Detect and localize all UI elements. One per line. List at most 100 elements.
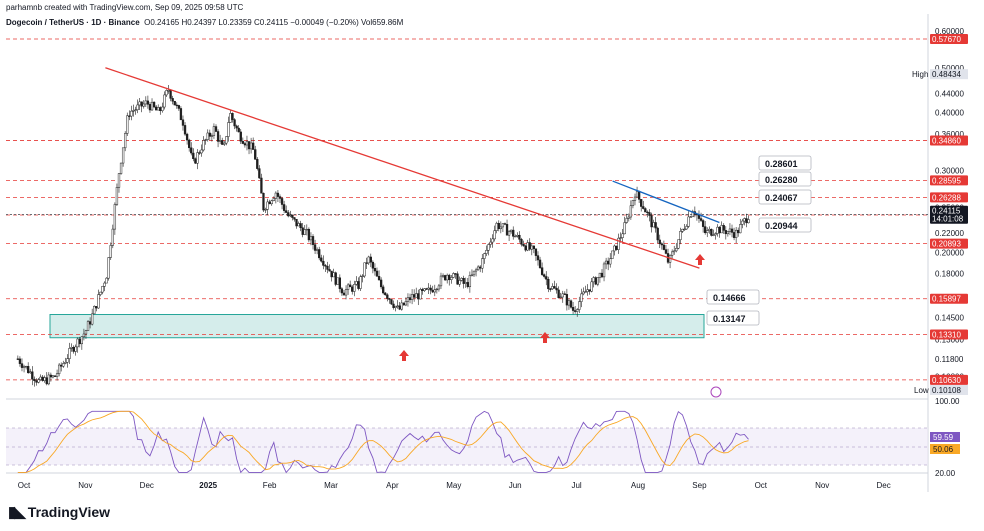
- candle-body: [159, 107, 162, 112]
- candle-body: [656, 227, 659, 241]
- candle-body: [609, 258, 612, 265]
- x-tick-label-2: Dec: [140, 481, 154, 490]
- rsi-tick-0: 100.00: [935, 397, 960, 406]
- candle-body: [611, 250, 614, 259]
- candle-body: [80, 336, 83, 345]
- callout-label-4: 0.14666: [713, 293, 746, 303]
- candle-body: [361, 275, 364, 278]
- candle-body: [252, 142, 255, 150]
- level-tag-5: [930, 238, 968, 249]
- candle-body: [598, 272, 602, 278]
- candle-body: [35, 380, 38, 383]
- candle-body: [179, 108, 183, 121]
- symbol-name[interactable]: Dogecoin / TetherUS · 1D · Binance: [6, 18, 140, 27]
- candle-body: [549, 288, 552, 290]
- callout-box-4: [706, 289, 760, 305]
- candle-body: [111, 228, 114, 246]
- candle-body: [241, 140, 244, 144]
- x-tick-label-8: Jun: [509, 481, 522, 490]
- candle-body: [276, 192, 280, 197]
- trendline-red: [105, 67, 700, 269]
- candle-body: [355, 281, 358, 285]
- x-tick-label-7: May: [446, 481, 461, 490]
- candle-body: [218, 140, 222, 142]
- candle-body: [532, 245, 536, 250]
- candle-body: [530, 245, 533, 250]
- candle-body: [714, 233, 717, 236]
- x-tick-label-10: Aug: [631, 481, 645, 490]
- candle-body: [287, 212, 290, 217]
- candle-body: [505, 224, 509, 236]
- candle-body: [266, 201, 269, 210]
- candle-body: [272, 198, 275, 201]
- candle-body: [699, 218, 703, 221]
- candle-body: [183, 125, 187, 135]
- candle-body: [247, 141, 251, 150]
- candle-body: [476, 266, 480, 271]
- candle-body: [169, 90, 172, 99]
- candle-body: [256, 159, 259, 169]
- candle-body: [739, 224, 742, 234]
- candle-body: [741, 220, 744, 225]
- candle-body: [152, 101, 156, 108]
- candle-body: [637, 191, 641, 200]
- candle-body: [710, 228, 713, 236]
- candle-body: [662, 244, 666, 250]
- symbol-ohlc-line: Dogecoin / TetherUS · 1D · Binance O0.24…: [6, 18, 403, 27]
- candle-body: [301, 227, 304, 235]
- candle-body: [522, 244, 525, 247]
- candle-body: [460, 277, 463, 281]
- candle-body: [584, 291, 587, 293]
- candle-body: [538, 259, 542, 268]
- candle-body: [148, 104, 152, 111]
- candle-body: [689, 216, 692, 218]
- level-label-7: 0.13310: [932, 331, 961, 340]
- candle-body: [582, 291, 585, 295]
- candle-body: [346, 284, 350, 290]
- candle-body: [520, 239, 523, 245]
- candle-body: [650, 215, 653, 228]
- candle-body: [150, 101, 154, 111]
- candle-body: [398, 305, 401, 310]
- candle-body: [43, 377, 46, 381]
- x-tick-label-4: Feb: [263, 481, 277, 490]
- level-tag-0: [930, 33, 968, 44]
- candle-body: [518, 234, 521, 240]
- candle-body: [396, 305, 399, 307]
- candle-body: [648, 212, 651, 216]
- candle-body: [37, 379, 40, 383]
- candle-body: [569, 300, 573, 308]
- candle-body: [464, 282, 467, 284]
- candle-body: [631, 200, 635, 206]
- candle-body: [450, 277, 453, 280]
- candle-body: [99, 291, 102, 295]
- x-tick-label-9: Jul: [571, 481, 581, 490]
- candle-body: [86, 321, 90, 331]
- candle-body: [681, 228, 684, 232]
- candle-body: [223, 142, 226, 145]
- candle-body: [181, 119, 185, 126]
- candle-body: [305, 228, 308, 231]
- tradingview-logo[interactable]: ▮◣ TradingView: [8, 503, 110, 521]
- candle-body: [613, 245, 616, 252]
- candle-body: [88, 321, 92, 325]
- candle-body: [175, 104, 178, 107]
- level-label-3: 0.26288: [932, 193, 961, 202]
- candle-body: [642, 206, 645, 209]
- candle-body: [388, 298, 391, 300]
- candle-body: [41, 376, 44, 381]
- y-tick-label-9: 0.18000: [935, 270, 964, 279]
- candle-body: [334, 272, 337, 285]
- candle-body: [293, 217, 296, 220]
- candle-body: [516, 234, 519, 237]
- rsi-line: [17, 410, 749, 474]
- candle-body: [417, 293, 420, 300]
- candle-body: [427, 287, 430, 290]
- candle-body: [146, 100, 150, 105]
- candle-body: [309, 236, 313, 241]
- candle-body: [534, 248, 538, 256]
- candle-body: [491, 238, 494, 243]
- candle-body: [602, 263, 606, 278]
- candle-body: [489, 241, 492, 245]
- candle-body: [22, 366, 26, 368]
